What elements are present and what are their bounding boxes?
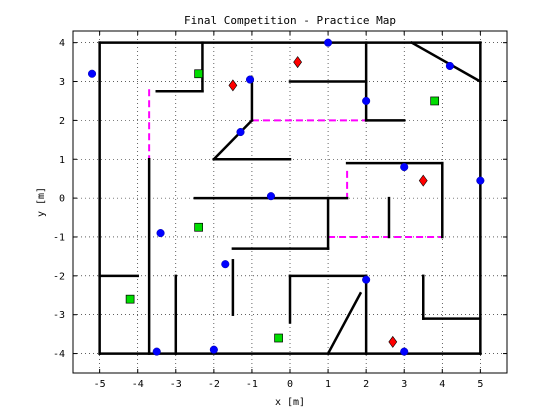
x-tick-label: 2	[363, 379, 369, 390]
chart-title: Final Competition - Practice Map	[184, 14, 396, 27]
red-point	[418, 174, 428, 187]
blue-point	[324, 38, 333, 47]
y-tick-label: 0	[59, 194, 65, 205]
blue-point	[266, 192, 276, 201]
x-tick-label: -1	[246, 379, 258, 390]
wall-segment	[326, 291, 363, 356]
markers	[87, 38, 485, 356]
y-tick-label: 3	[59, 77, 65, 88]
y-tick-label: -3	[53, 310, 65, 321]
tick-labels: -5 -4 -3 -2 -1 0 1 2 3 4 5 -4 -3 -2 -1 0 1 2 3 4	[53, 38, 483, 390]
red-point	[388, 335, 398, 348]
x-tick-label: -4	[132, 379, 144, 390]
x-tick-label: -5	[94, 379, 106, 390]
blue-point	[245, 75, 255, 84]
blue-point	[209, 345, 218, 354]
x-tick-label: 5	[477, 379, 483, 390]
blue-point	[476, 176, 485, 185]
blue-point	[362, 96, 371, 106]
x-tick-label: 4	[439, 379, 445, 390]
y-tick-label: -2	[53, 271, 65, 282]
green-point	[194, 69, 203, 79]
wall-segment	[410, 40, 483, 84]
walls	[98, 40, 483, 356]
blue-point	[236, 127, 245, 137]
red-point	[293, 56, 302, 69]
x-tick-label: -3	[170, 379, 182, 390]
y-tick-label: 2	[59, 116, 65, 127]
ticks	[73, 31, 507, 373]
y-tick-label: 1	[59, 155, 65, 166]
y-tick-label: 4	[59, 38, 65, 49]
dashed-walls	[148, 89, 443, 238]
red-point	[228, 79, 238, 92]
blue-point	[87, 69, 97, 78]
green-point	[194, 222, 203, 232]
x-tick-label: 3	[401, 379, 407, 390]
green-point	[430, 96, 440, 106]
y-tick-label: -4	[53, 349, 65, 360]
x-tick-label: 1	[325, 379, 331, 390]
blue-point	[362, 275, 371, 284]
x-axis-label: x [m]	[275, 397, 305, 408]
x-tick-label: -2	[208, 379, 220, 390]
y-axis-label: y [m]	[36, 187, 47, 217]
blue-point	[152, 347, 161, 356]
x-tick-label: 0	[287, 379, 293, 390]
y-tick-label: -1	[53, 232, 65, 243]
blue-point	[400, 162, 409, 172]
blue-point	[445, 61, 454, 71]
wall-segment	[212, 118, 254, 162]
green-point	[125, 294, 135, 304]
blue-point	[221, 260, 230, 269]
green-point	[274, 333, 283, 343]
blue-point	[400, 347, 409, 356]
blue-point	[156, 229, 165, 238]
